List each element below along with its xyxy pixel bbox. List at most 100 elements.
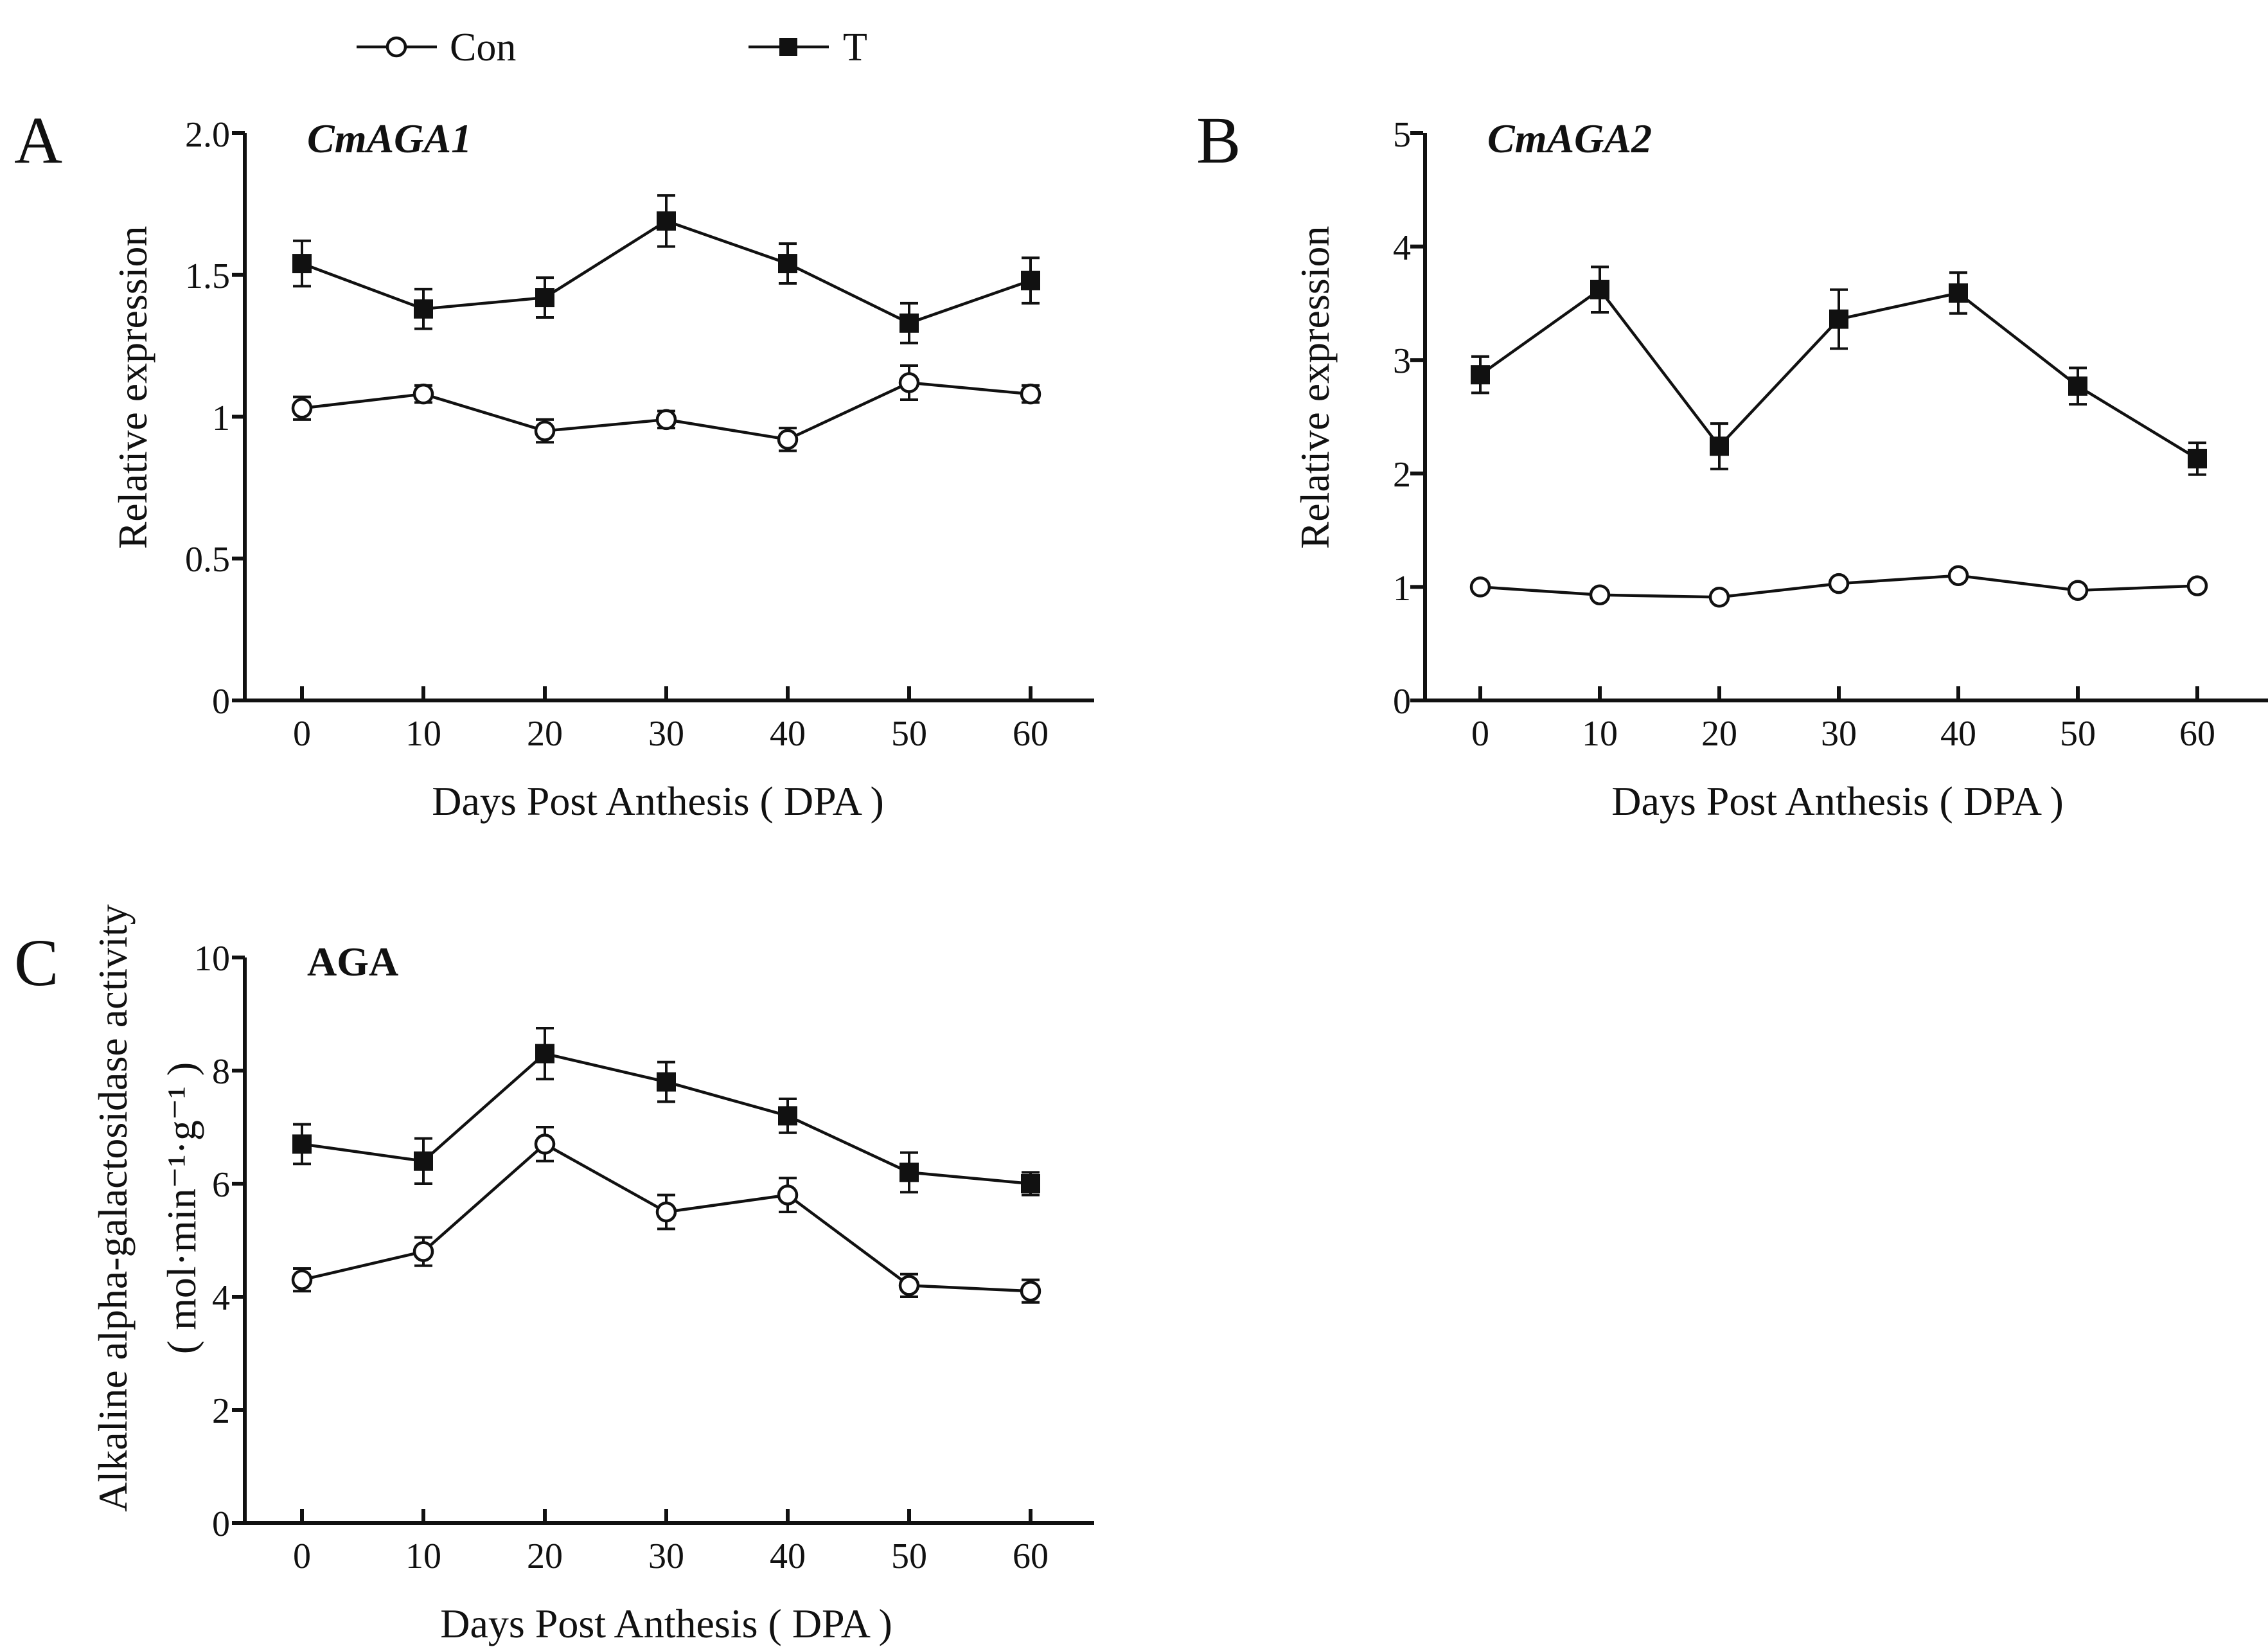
panel-c-series-con-point-4: [777, 1184, 799, 1206]
panel-a-y-tick-0: 0: [212, 682, 230, 722]
panel-b-series-t-point-5: [2068, 376, 2087, 396]
panel-c-series-con-point-5: [898, 1275, 920, 1296]
panel-a-y-tick-2: 1: [212, 398, 230, 438]
panel-c-series-con: [291, 1126, 1041, 1304]
legend: Con T: [357, 26, 867, 69]
legend-label-t: T: [843, 26, 867, 69]
panel-a-x-tick-6: 60: [1013, 714, 1049, 754]
panel-c-x-tick-6: 60: [1013, 1536, 1049, 1576]
legend-item-t: T: [749, 26, 867, 69]
panel-c-y-tick-4: 8: [212, 1052, 230, 1092]
panel-b-series-con-point-4: [1947, 565, 1969, 586]
panel-b-series-con: [1469, 565, 2208, 608]
panel-c-series-t: [292, 1027, 1040, 1197]
panel-a-x-tick-1: 10: [405, 714, 441, 754]
panel-b-series-con-point-3: [1828, 573, 1850, 594]
panel-a-series-t-point-0: [292, 254, 312, 274]
panel-c-y-unit: ( mol·min⁻¹·g⁻¹ ): [159, 1062, 204, 1354]
panel-c-y-tick-2: 4: [212, 1278, 230, 1318]
panel-c-y-tick-5: 10: [194, 939, 230, 979]
panel-b-x-tick-4: 40: [1940, 714, 1976, 754]
panel-a-series-t-point-3: [657, 211, 676, 231]
panel-a-series-con: [291, 364, 1041, 452]
panel-b-series-con-point-0: [1469, 576, 1491, 598]
panel-a-series-con-point-6: [1020, 383, 1041, 405]
panel-b-x-tick-3: 30: [1821, 714, 1857, 754]
panel-b-ticks: 0 1 2 3 4 5 0 10 20 30 40 50 60: [1393, 115, 2215, 754]
panel-b-series-con-point-1: [1589, 584, 1611, 606]
panel-b-y-tick-3: 3: [1393, 341, 1411, 381]
panel-a-series-t: [292, 194, 1040, 344]
panel-b-series-t-point-4: [1949, 283, 1968, 303]
panel-c-y-tick-0: 0: [212, 1504, 230, 1544]
panel-c-series-t-point-6: [1021, 1174, 1040, 1193]
panel-a-y-tick-3: 1.5: [185, 256, 230, 296]
panel-a-x-tick-4: 40: [770, 714, 806, 754]
panel-c-series-con-point-2: [534, 1134, 556, 1155]
panel-c-series-t-point-5: [899, 1162, 919, 1182]
panel-a-x-tick-2: 20: [527, 714, 563, 754]
panel-c-series-con-point-0: [291, 1269, 313, 1290]
panel-b-series-t-point-2: [1710, 436, 1729, 456]
panel-b-x-label: Days Post Anthesis ( DPA ): [1611, 778, 2064, 824]
panel-b-letter: B: [1196, 103, 1241, 177]
legend-marker-t: [779, 38, 797, 56]
panel-b-x-tick-0: 0: [1471, 714, 1489, 754]
panel-a-title: CmAGA1: [307, 116, 472, 161]
panel-b-y-tick-0: 0: [1393, 682, 1411, 722]
panel-b-title: CmAGA2: [1487, 116, 1652, 161]
panel-b-series-con-point-6: [2186, 575, 2208, 596]
panel-c: C AGA Alkaline alpha-galactosidase activ…: [14, 904, 1094, 1646]
panel-a-plot-area: [232, 131, 1041, 702]
panel-b: B CmAGA2 Relative expression Days Post A…: [1196, 103, 2268, 824]
panel-a-y-tick-1: 0.5: [185, 540, 230, 580]
panel-a-ticks: 0 0.5 1 1.5 2.0 0 10 20 30 40 50 60: [185, 115, 1049, 754]
panel-a-x-tick-0: 0: [293, 714, 311, 754]
panel-b-y-tick-4: 4: [1393, 228, 1411, 268]
panel-c-series-t-point-4: [778, 1106, 797, 1126]
panel-a-x-label: Days Post Anthesis ( DPA ): [432, 778, 884, 824]
panel-a: A CmAGA1 Relative expression Days Post A…: [14, 103, 1094, 824]
panel-c-x-tick-5: 50: [891, 1536, 927, 1576]
panel-b-y-tick-1: 1: [1393, 569, 1411, 609]
panel-a-series-t-point-4: [778, 254, 797, 274]
panel-b-y-tick-2: 2: [1393, 455, 1411, 495]
legend-label-con: Con: [450, 26, 516, 69]
panel-b-y-label: Relative expression: [1292, 226, 1338, 549]
legend-marker-con: [385, 36, 407, 58]
panel-a-series-t-point-1: [414, 299, 433, 319]
panel-b-x-tick-5: 50: [2060, 714, 2096, 754]
panel-b-x-tick-6: 60: [2179, 714, 2215, 754]
panel-b-series-t: [1471, 265, 2207, 476]
panel-b-series-t-point-3: [1829, 309, 1848, 329]
panel-c-y-tick-3: 6: [212, 1165, 230, 1205]
panel-b-y-tick-5: 5: [1393, 115, 1411, 155]
legend-item-con: Con: [357, 26, 516, 69]
panel-b-series-t-point-0: [1471, 365, 1490, 385]
panel-c-ticks: 0 2 4 6 8 10 0 10 20 30 40 50 60: [194, 939, 1049, 1576]
panel-c-series-t-point-2: [535, 1044, 554, 1064]
panel-c-x-tick-2: 20: [527, 1536, 563, 1576]
panel-a-series-con-point-5: [898, 372, 920, 393]
panel-a-x-tick-3: 30: [648, 714, 684, 754]
panel-b-x-tick-1: 10: [1582, 714, 1618, 754]
panel-a-series-con-point-3: [655, 409, 677, 431]
panel-a-y-tick-4: 2.0: [185, 115, 230, 155]
panel-c-x-tick-3: 30: [648, 1536, 684, 1576]
panel-c-series-con-point-3: [655, 1201, 677, 1223]
panel-a-series-con-point-0: [291, 398, 313, 419]
panel-b-series-con-point-2: [1708, 587, 1730, 608]
panel-b-plot-area: [1410, 131, 2208, 702]
panel-c-x-label: Days Post Anthesis ( DPA ): [440, 1601, 892, 1646]
panel-b-series-t-point-1: [1590, 280, 1609, 299]
panel-c-x-tick-0: 0: [293, 1536, 311, 1576]
panel-a-series-con-point-2: [534, 420, 556, 441]
panel-c-series-con-point-1: [412, 1241, 434, 1262]
panel-c-series-t-point-0: [292, 1134, 312, 1154]
panel-b-x-tick-2: 20: [1701, 714, 1737, 754]
panel-c-x-tick-4: 40: [770, 1536, 806, 1576]
panel-a-x-tick-5: 50: [891, 714, 927, 754]
panel-c-letter: C: [14, 926, 58, 1000]
panel-b-series-t-point-6: [2188, 449, 2207, 468]
